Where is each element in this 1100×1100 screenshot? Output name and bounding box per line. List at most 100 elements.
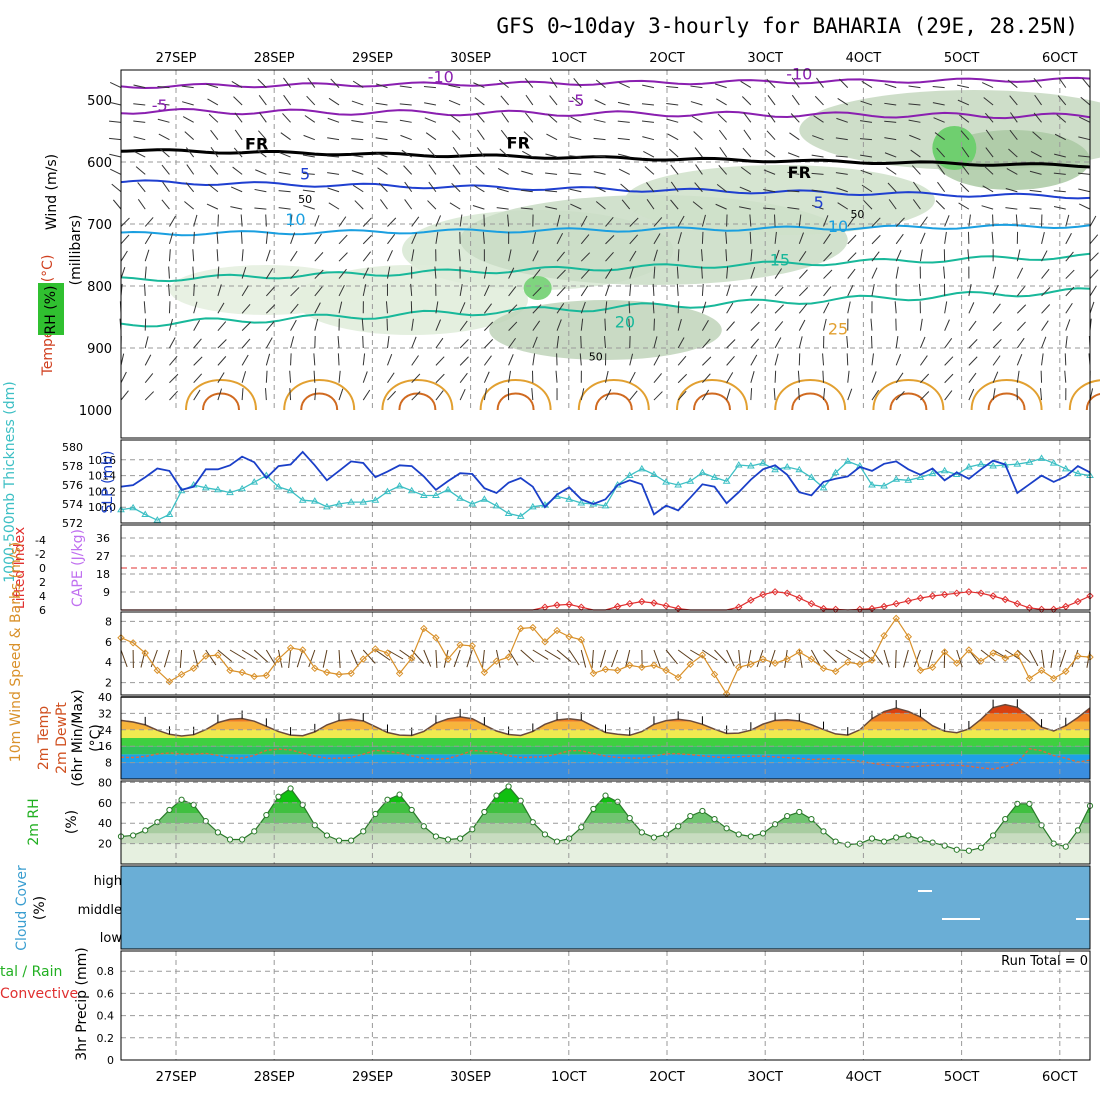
wind-barb <box>750 249 753 262</box>
wind-barb <box>496 207 509 210</box>
surface-wind-barb <box>738 649 742 668</box>
wind-barb <box>143 301 146 314</box>
surface-wind-barb <box>520 649 535 663</box>
wind-barb <box>580 335 582 349</box>
wind-speed-point <box>202 652 210 660</box>
top-date-label: 3OCT <box>747 51 783 66</box>
wind-barb <box>967 249 970 262</box>
wind-speed-point <box>613 666 622 675</box>
wind-axis-label: Wind (m/s) <box>44 154 60 230</box>
wind-barb <box>871 353 874 366</box>
wind-barb <box>749 231 752 244</box>
surface-wind-barb <box>288 649 292 668</box>
wind-barb <box>386 266 391 279</box>
wind-barb <box>290 303 299 314</box>
isotherm-line <box>120 252 1091 283</box>
wind-barb <box>895 217 905 227</box>
wind-barb <box>701 214 706 227</box>
wind-barb <box>823 318 827 331</box>
wind-barb <box>545 153 558 158</box>
wind-barb <box>787 152 800 158</box>
wind-barb <box>1007 79 1018 88</box>
wind-barb <box>508 370 512 383</box>
wind-barb <box>968 356 978 366</box>
thickness-point <box>807 473 816 480</box>
wind-tick: 4 <box>105 656 112 669</box>
wind-barb <box>774 214 776 227</box>
wind-barb <box>411 373 421 384</box>
wind-barb <box>120 234 130 245</box>
surface-wind-barb <box>591 649 594 668</box>
slp-tick: 1010 <box>88 501 116 514</box>
wind-barb <box>556 319 562 331</box>
wind-barb <box>605 268 613 279</box>
wind-barb <box>653 336 658 349</box>
panel-frame <box>120 439 1091 524</box>
wind-barb <box>985 129 994 140</box>
wind-barb <box>144 217 154 227</box>
wind-barb <box>628 318 631 331</box>
wind-barb <box>618 82 630 89</box>
wind-barb <box>133 120 146 123</box>
wind-barb <box>524 78 534 88</box>
wind-barb <box>726 388 731 401</box>
wind-barb <box>1089 269 1099 279</box>
wind-barb <box>618 168 630 175</box>
wind-barb <box>573 77 582 88</box>
bottom-date-label: 28SEP <box>254 1070 295 1085</box>
rh-point <box>868 835 876 842</box>
wind-barb <box>192 249 195 262</box>
wind-barb <box>265 304 276 314</box>
wind-barb <box>571 96 582 106</box>
wind-barb <box>1065 269 1075 279</box>
warm-contour <box>970 379 1043 411</box>
wind-speed-point <box>601 665 610 674</box>
wind-barb <box>424 117 437 123</box>
thickness-point <box>662 478 670 485</box>
wind-barb <box>726 321 735 331</box>
rh-point <box>990 832 997 839</box>
wind-barb <box>435 319 442 331</box>
wind-speed-point <box>831 667 840 676</box>
panel-frame <box>120 524 1091 611</box>
wind-barb <box>314 215 320 227</box>
wind-barb <box>207 98 219 106</box>
wind-speed-point <box>868 656 876 664</box>
wind-barb <box>677 373 688 384</box>
thickness-point <box>468 500 477 507</box>
surface-wind-barb <box>1016 649 1031 663</box>
wind-barb <box>1053 172 1066 175</box>
wind-barb <box>112 199 122 210</box>
wind-barb <box>1041 250 1048 262</box>
wind-barb <box>909 134 921 141</box>
rh-point <box>517 797 524 804</box>
thickness-point <box>783 462 792 470</box>
slp-line <box>120 450 1091 516</box>
wind-barb <box>289 388 292 401</box>
wind-barb <box>1089 215 1097 227</box>
wind-barb <box>871 371 877 383</box>
wind-barb <box>379 199 388 210</box>
wind-barb <box>750 388 753 401</box>
wind-barb <box>282 113 291 123</box>
wind-barb <box>718 164 728 175</box>
wind-barb <box>593 137 606 141</box>
wind-barb <box>1065 214 1070 227</box>
surface-wind-barb <box>453 649 461 668</box>
wind-barb <box>361 318 364 331</box>
wind-barb <box>435 373 445 384</box>
wind-barb <box>181 101 194 106</box>
wind-barb <box>629 283 632 296</box>
wind-barb <box>617 153 630 158</box>
rh-point <box>638 829 645 836</box>
wind-barb <box>338 252 348 262</box>
wind-barb <box>375 83 388 89</box>
wind-barb <box>290 336 295 349</box>
rh-band <box>121 813 1090 824</box>
wind-barb <box>726 266 729 279</box>
wind-barb <box>304 115 316 123</box>
wind-speed-point <box>226 666 234 675</box>
rh-point <box>263 811 270 819</box>
surface-wind-barb <box>150 649 158 668</box>
wind-barb <box>158 133 170 141</box>
